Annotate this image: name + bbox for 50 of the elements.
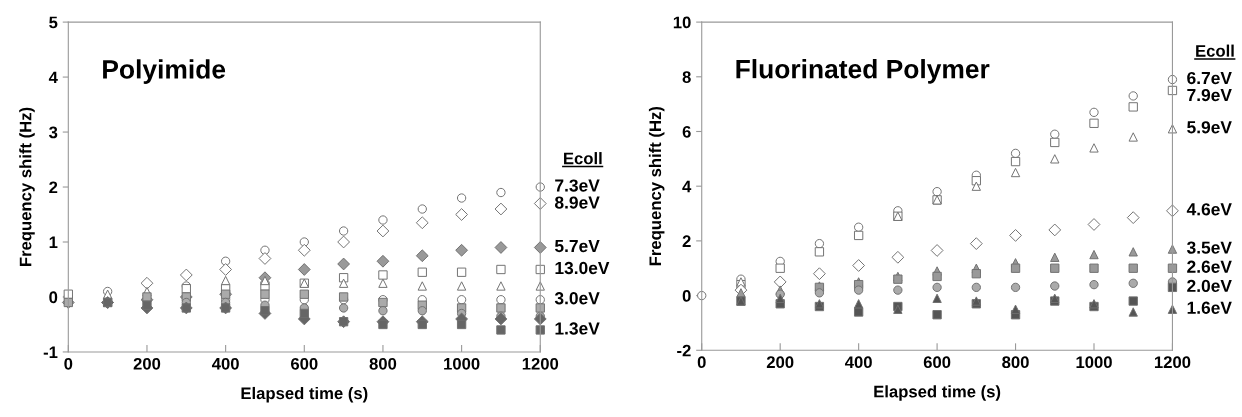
x-tick-label: 200 (766, 356, 794, 369)
x-tick-label: 0 (697, 356, 706, 369)
x-axis-title: Elapsed time (s) (241, 386, 368, 403)
series-label: 4.6eV (1186, 203, 1232, 216)
y-tick-label: -1 (43, 346, 58, 358)
series-label: 2.0eV (1187, 279, 1232, 293)
x-tick-label: 1200 (1154, 356, 1191, 369)
y-tick-label: 2 (49, 181, 58, 194)
x-tick-label: 1200 (522, 357, 559, 370)
legend-title: Ecoll (1196, 44, 1234, 57)
y-tick-label: -2 (677, 344, 691, 357)
y-tick-label: 10 (673, 16, 691, 29)
x-tick-label: 800 (369, 357, 397, 370)
x-tick-label: 800 (1002, 356, 1029, 369)
series-label: 1.6eV (1187, 301, 1232, 314)
legend-title: Ecoll (564, 152, 602, 165)
series-label: 3.5eV (1186, 241, 1232, 254)
series-label: 5.9eV (1187, 121, 1232, 134)
y-axis-title: Frequency shift (Hz) (19, 107, 35, 266)
y-tick-label: 0 (49, 291, 58, 304)
x-tick-label: 400 (844, 356, 872, 369)
series-label: 2.6eV (1187, 260, 1232, 273)
x-tick-label: 600 (291, 357, 318, 370)
text: Polyimide (103, 59, 226, 84)
y-tick-label: 0 (682, 289, 691, 302)
series-label: 7.9eV (1187, 88, 1232, 102)
x-tick-label: 0 (64, 357, 73, 370)
y-tick-label: 8 (682, 71, 691, 83)
y-tick-label: 6 (682, 125, 691, 138)
y-tick-label: 3 (49, 126, 58, 139)
y-tick-label: 4 (48, 71, 58, 84)
y-tick-label: 5 (49, 16, 58, 29)
series-label: 3.0eV (554, 292, 600, 305)
x-tick-label: 1000 (444, 357, 480, 370)
y-tick-label: 4 (682, 180, 692, 193)
text: Fluorinated Polymer (736, 59, 990, 84)
y-tick-label: 2 (682, 235, 691, 247)
series-label: 7.3eV (555, 179, 600, 192)
x-tick-label: 200 (133, 357, 161, 370)
series-label: 8.9eV (554, 196, 600, 209)
y-tick-label: 1 (49, 236, 58, 249)
x-axis-title: Elapsed time (s) (874, 385, 1001, 401)
series-label: 6.7eV (1187, 71, 1232, 85)
series-label: 5.7eV (554, 240, 600, 253)
series-label: 13.0eV (555, 261, 610, 275)
x-tick-label: 1000 (1076, 356, 1112, 369)
y-axis-title: Frequency shift (Hz) (648, 106, 665, 266)
x-tick-label: 400 (211, 357, 239, 370)
series-label: 1.3eV (555, 322, 600, 335)
x-tick-label: 600 (923, 356, 951, 369)
